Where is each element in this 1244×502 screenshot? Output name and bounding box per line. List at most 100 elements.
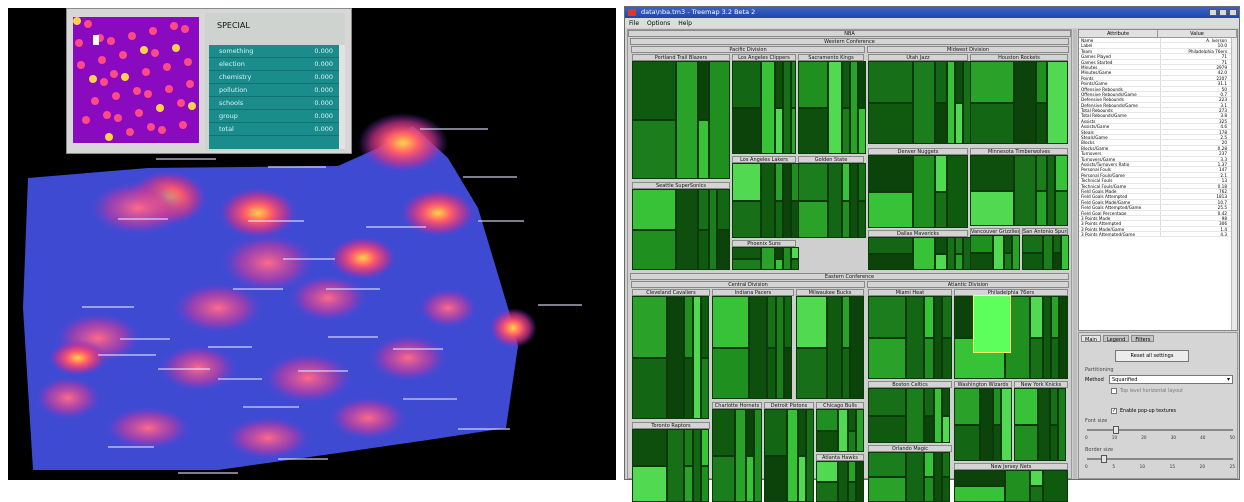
player-cell[interactable]: [676, 61, 698, 179]
attribute-column-header[interactable]: Attribute: [1079, 30, 1158, 37]
terrain-annotation[interactable]: [538, 304, 582, 306]
player-cell[interactable]: [698, 189, 709, 230]
player-cell[interactable]: [954, 486, 1005, 502]
player-cell[interactable]: [850, 296, 864, 399]
conference-header[interactable]: Western Conference: [630, 38, 1069, 45]
player-cell[interactable]: [828, 61, 842, 154]
team-header[interactable]: Washington Wizards: [954, 381, 1012, 388]
player-cell[interactable]: [913, 61, 935, 144]
player-cell[interactable]: [784, 296, 792, 348]
popup-checkbox[interactable]: ✓: [1111, 408, 1117, 414]
terrain-annotation[interactable]: [118, 218, 168, 220]
player-cell[interactable]: [947, 61, 955, 144]
team-header[interactable]: Toronto Raptors: [632, 422, 710, 429]
player-cell[interactable]: [913, 237, 935, 270]
team-header[interactable]: Houston Rockets: [970, 54, 1068, 61]
player-cell[interactable]: [764, 409, 787, 456]
team-header[interactable]: Seattle SuperSonics: [632, 182, 730, 189]
player-cell[interactable]: [942, 416, 950, 444]
terrain-annotation[interactable]: [82, 306, 134, 308]
player-cell[interactable]: [632, 61, 676, 120]
player-cell[interactable]: [947, 237, 955, 270]
player-cell[interactable]: [632, 358, 667, 420]
terrain-annotation[interactable]: [458, 428, 510, 430]
team-header[interactable]: Orlando Magic: [868, 445, 952, 452]
player-cell[interactable]: [1030, 296, 1043, 338]
player-cell[interactable]: [775, 201, 783, 239]
terrain-annotation[interactable]: [268, 166, 326, 168]
player-cell[interactable]: [1047, 61, 1068, 144]
player-cell[interactable]: [1058, 388, 1066, 461]
player-cell[interactable]: [798, 61, 828, 108]
player-cell[interactable]: [858, 163, 866, 201]
player-cell[interactable]: [764, 456, 787, 502]
terrain-annotation[interactable]: [328, 336, 378, 338]
inset-scrollbar[interactable]: [339, 45, 345, 149]
player-cell[interactable]: [791, 259, 799, 271]
player-cell[interactable]: [798, 163, 828, 201]
player-cell[interactable]: [796, 348, 827, 400]
player-cell[interactable]: [712, 348, 749, 400]
player-cell[interactable]: [913, 155, 935, 228]
team-header[interactable]: Portland Trail Blazers: [632, 54, 730, 61]
player-cell[interactable]: [732, 61, 761, 108]
terrain-annotation[interactable]: [366, 226, 426, 228]
close-icon[interactable]: [1229, 9, 1237, 16]
player-cell[interactable]: [934, 452, 942, 502]
player-cell[interactable]: [1061, 235, 1069, 270]
player-cell[interactable]: [796, 296, 827, 348]
terrain-annotation[interactable]: [326, 288, 380, 290]
team-header[interactable]: New Jersey Nets: [954, 463, 1068, 470]
team-header[interactable]: Golden State: [798, 156, 864, 163]
player-cell[interactable]: [1051, 296, 1059, 338]
player-cell[interactable]: [850, 61, 858, 154]
player-cell[interactable]: [1014, 425, 1038, 462]
team-header[interactable]: Cleveland Cavaliers: [632, 289, 710, 296]
player-cell[interactable]: [791, 247, 799, 259]
title-bar[interactable]: data\nba.tm3 - Treemap 3.2 Beta 2: [625, 7, 1239, 18]
player-cell[interactable]: [1022, 235, 1043, 253]
player-cell[interactable]: [784, 348, 792, 400]
player-cell[interactable]: [749, 296, 767, 399]
team-header[interactable]: Milwaukee Bucks: [796, 289, 864, 296]
division-header[interactable]: Pacific Division: [631, 46, 865, 53]
player-cell[interactable]: [754, 409, 762, 502]
terrain-annotation[interactable]: [393, 348, 443, 350]
player-cell[interactable]: [693, 429, 701, 502]
player-cell[interactable]: [868, 192, 913, 229]
player-cell[interactable]: [816, 482, 838, 502]
menu-file[interactable]: File: [629, 20, 639, 27]
terrain-annotation[interactable]: [158, 368, 210, 370]
player-cell[interactable]: [842, 296, 850, 348]
terrain-annotation[interactable]: [178, 472, 238, 474]
player-cell[interactable]: [868, 254, 913, 271]
player-cell[interactable]: [955, 237, 963, 254]
team-header[interactable]: Indiana Pacers: [712, 289, 794, 296]
terrain-annotation[interactable]: [233, 288, 283, 290]
team-header[interactable]: Utah Jazz: [868, 54, 968, 61]
player-cell[interactable]: [798, 201, 828, 239]
team-header[interactable]: Boston Celtics: [868, 381, 952, 388]
player-cell[interactable]: [868, 452, 906, 477]
player-cell[interactable]: [1014, 61, 1036, 144]
player-cell[interactable]: [798, 409, 806, 456]
player-cell[interactable]: [698, 61, 709, 120]
division-header[interactable]: Central Division: [631, 281, 865, 288]
reset-button[interactable]: Reset all settings: [1115, 350, 1189, 362]
player-cell[interactable]: [676, 189, 698, 270]
player-cell[interactable]: [955, 254, 963, 271]
player-cell[interactable]: [1014, 388, 1038, 425]
player-cell[interactable]: [1055, 155, 1068, 191]
player-cell[interactable]: [828, 163, 842, 238]
player-cell[interactable]: [934, 388, 942, 443]
terrain-annotation[interactable]: [218, 378, 262, 380]
player-cell[interactable]: [868, 296, 906, 338]
player-cell[interactable]: [783, 61, 791, 154]
player-cell[interactable]: [775, 108, 783, 155]
player-cell[interactable]: [942, 296, 952, 338]
player-cell[interactable]: [935, 61, 947, 103]
player-cell[interactable]: [783, 247, 791, 270]
